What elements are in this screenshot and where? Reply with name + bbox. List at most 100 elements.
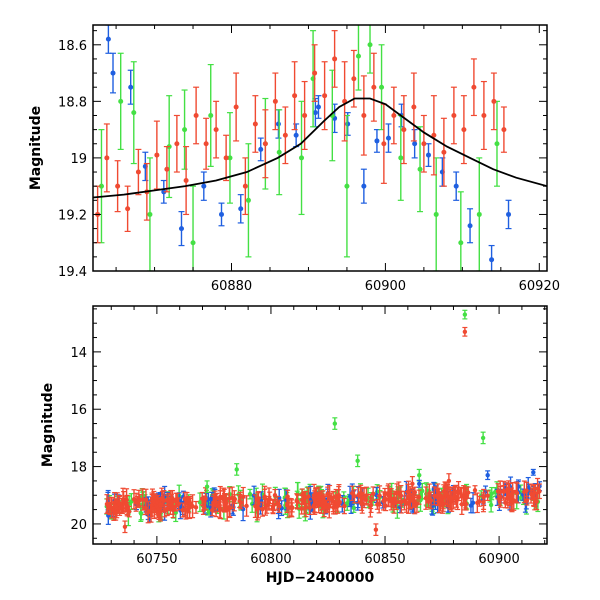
blue-data-point-marker [412,141,418,147]
red-outlier-point-marker [373,527,379,532]
green-data-point-marker [367,42,373,48]
blue-data-point [275,109,282,139]
bottom-x-tick-label: 60850 [364,552,405,567]
red-data-point-marker [370,491,376,496]
red-data-point [255,492,261,509]
red-data-point-marker [262,141,268,147]
red-data-point-marker [361,112,367,118]
red-data-point [476,495,482,507]
green-outlier-point [332,417,338,430]
red-data-point [398,485,404,507]
red-data-point [217,490,223,506]
green-data-point-marker [139,511,144,516]
red-data-point [524,495,530,506]
blue-data-point [505,199,512,230]
top-plot-area [93,25,547,271]
red-data-point-marker [485,493,490,498]
red-data-point [435,483,441,499]
blue-outlier-point-marker [417,481,422,486]
red-data-point [271,498,277,512]
red-data-point [210,495,216,510]
model-curve [93,97,547,199]
red-data-point [289,502,295,513]
red-data-point-marker [193,505,199,510]
red-data-point [459,486,465,505]
red-data-point [341,497,347,515]
green-outlier-point-marker [204,484,210,489]
red-data-point-marker [277,504,282,509]
green-data-point-marker [476,211,482,217]
red-data-point-marker [421,141,427,147]
red-data-point-marker [401,127,407,133]
red-data-point-marker [292,93,298,99]
red-data-point-marker [135,169,141,175]
red-data-point [536,483,542,500]
top-y-tick-label: 19 [70,152,87,167]
green-data-point [181,89,188,170]
green-data-point-marker [208,112,214,118]
green-outlier-point [355,454,361,468]
green-data-point-marker [351,505,357,511]
red-data-point-marker [506,487,511,492]
green-data-point-marker [276,149,282,155]
red-data-point [460,95,467,165]
green-data-point-marker [190,240,196,246]
red-data-point-marker [443,491,448,497]
red-data-point-marker [113,511,118,516]
red-data-point-marker [495,489,501,494]
red-data-point-marker [320,499,326,505]
red-data-point [506,480,512,499]
red-data-point-marker [461,127,467,133]
green-data-point-marker [355,53,361,59]
blue-outlier-point-marker [485,472,490,478]
red-data-point [252,95,259,153]
red-data-point-marker [119,504,124,510]
red-data-point-marker [104,155,110,161]
blue-data-point [467,208,474,244]
red-data-point [327,484,333,509]
green-outlier-point [480,431,486,445]
red-data-point-marker [145,510,151,515]
red-data-point [173,114,180,173]
top-x-tick-label: 60880 [211,279,252,294]
green-data-point-marker [227,155,233,161]
red-data-point-marker [451,112,457,118]
red-data-point [423,486,429,510]
red-data-point-marker [407,492,413,497]
blue-data-point-marker [361,183,367,189]
top-y-tick-label: 18.8 [58,95,87,110]
blue-data-point-marker [258,146,264,152]
red-data-point [387,487,393,504]
red-data-point-marker [472,488,478,493]
blue-data-point-marker [128,84,134,90]
red-data-point-marker [311,493,317,498]
red-data-point-marker [282,132,288,138]
red-data-point-marker [537,489,542,494]
red-data-point-marker [391,112,397,118]
blue-data-point-marker [345,121,351,127]
green-data-point-marker [182,127,188,133]
red-data-point-marker [252,121,258,127]
red-data-point-marker [255,497,261,503]
blue-outlier-point [416,479,422,488]
red-data-point-marker [351,76,357,82]
green-data-point-marker [245,197,251,203]
red-data-point [272,72,279,131]
red-data-point [400,95,407,165]
red-data-point [428,491,434,510]
top-x-tick-label: 60900 [365,279,406,294]
red-data-point [490,72,497,131]
green-data-point-marker [147,211,153,217]
blue-data-point-marker [293,132,299,138]
red-data-point-marker [133,500,139,505]
red-data-point-marker [491,98,497,104]
green-outlier-point-marker [462,312,468,317]
red-data-point-marker [352,494,357,499]
green-data-point-marker [417,166,423,172]
red-data-point-marker [160,496,165,502]
red-data-point [331,30,338,88]
green-data-point [367,25,374,74]
top-frame [92,24,548,272]
red-data-point [227,498,233,519]
red-data-point-marker [238,500,243,505]
